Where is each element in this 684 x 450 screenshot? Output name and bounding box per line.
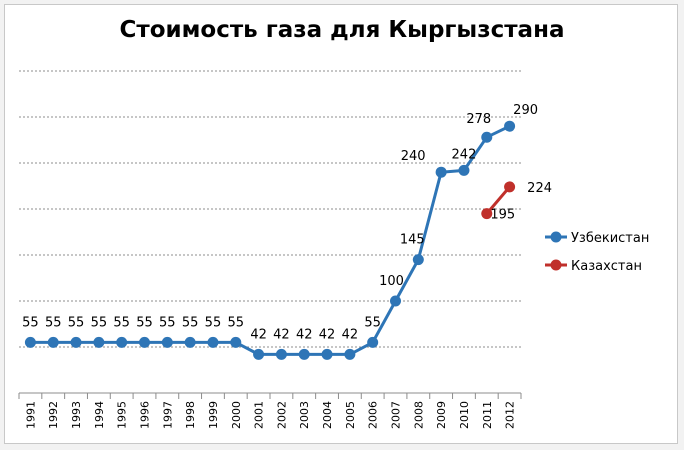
data-point xyxy=(412,254,424,266)
data-label: 55 xyxy=(136,315,153,330)
data-point xyxy=(24,336,36,348)
x-tick-label: 1991 xyxy=(24,401,37,429)
data-point xyxy=(390,295,401,307)
series-line xyxy=(30,124,511,356)
data-label: 100 xyxy=(379,274,404,289)
x-tick-label: 2004 xyxy=(321,401,334,429)
x-tick-label: 1992 xyxy=(47,401,60,429)
data-label: 55 xyxy=(159,315,176,330)
data-label: 242 xyxy=(452,147,477,162)
data-point xyxy=(161,336,173,348)
data-label: 55 xyxy=(182,315,199,330)
data-point xyxy=(298,348,310,360)
data-label: 55 xyxy=(364,315,381,330)
x-tick-label: 1999 xyxy=(207,401,220,429)
legend: Узбекистан Казахстан xyxy=(545,231,649,274)
data-point xyxy=(435,166,447,178)
x-tick-label: 2002 xyxy=(275,401,288,429)
x-tick-label: 1994 xyxy=(93,401,106,429)
data-point xyxy=(207,336,219,348)
x-tick-label: 2003 xyxy=(298,401,311,429)
data-label: 55 xyxy=(205,315,222,330)
legend-item: Узбекистан xyxy=(545,231,649,246)
data-label: 42 xyxy=(296,327,313,342)
chart-title: Стоимость газа для Кыргызстана xyxy=(119,17,565,43)
data-label: 278 xyxy=(466,112,491,127)
x-tick-label: 1993 xyxy=(70,401,83,429)
data-label: 55 xyxy=(45,315,62,330)
x-tick-label: 2001 xyxy=(253,401,266,429)
x-tick-label: 2009 xyxy=(435,401,448,429)
x-tick-label: 2008 xyxy=(412,401,425,429)
chart-frame: Стоимость газа для Кыргызстана 1991 1992 1… xyxy=(4,4,678,444)
data-label: 55 xyxy=(227,315,244,330)
legend-label: Казахстан xyxy=(571,259,642,274)
data-label: 290 xyxy=(513,103,538,118)
x-tick-label: 2007 xyxy=(390,401,403,429)
x-tick-label: 2011 xyxy=(481,401,494,429)
data-point xyxy=(481,208,493,220)
data-label: 42 xyxy=(342,327,359,342)
legend-swatch-marker xyxy=(550,231,562,243)
legend-label: Узбекистан xyxy=(571,231,649,246)
data-label: 42 xyxy=(273,327,290,342)
line-chart: 1991 1992 1993 1994 1995 1996 1997 1998 1999 2000… xyxy=(18,70,649,429)
x-tick-label: 1997 xyxy=(161,401,174,429)
data-label: 55 xyxy=(22,315,39,330)
data-point xyxy=(504,120,516,132)
data-label: 55 xyxy=(91,315,108,330)
legend-swatch-marker xyxy=(550,259,562,271)
data-point xyxy=(70,336,82,348)
data-label: 240 xyxy=(401,149,426,164)
x-tick-label: 2000 xyxy=(230,401,243,429)
series-0: 55 55 55 55 55 55 55 55 55 55 42 42 42 42 42 55 100 145 24… xyxy=(22,103,538,360)
data-point xyxy=(458,164,470,176)
data-point xyxy=(367,336,379,348)
data-point xyxy=(139,336,150,348)
x-tick-label: 1995 xyxy=(116,401,129,429)
x-axis xyxy=(18,392,522,399)
data-label: 42 xyxy=(250,327,267,342)
series-line xyxy=(485,185,511,215)
data-point xyxy=(275,348,287,360)
data-point xyxy=(481,131,493,143)
x-tick-label: 2005 xyxy=(344,401,357,429)
data-label: 145 xyxy=(400,233,425,248)
x-tick-label: 2006 xyxy=(367,401,380,429)
data-point xyxy=(47,336,59,348)
data-label: 55 xyxy=(113,315,130,330)
x-tick-label: 2010 xyxy=(458,401,471,429)
data-label: 42 xyxy=(319,327,336,342)
data-point xyxy=(184,336,196,348)
data-label: 195 xyxy=(490,208,515,223)
series-1: 195 224 xyxy=(481,181,552,223)
legend-item: Казахстан xyxy=(545,259,642,274)
data-point xyxy=(230,336,242,348)
data-point xyxy=(504,181,516,193)
x-tick-label: 1996 xyxy=(139,401,152,429)
x-tick-label: 2012 xyxy=(504,401,517,429)
data-point xyxy=(93,336,105,348)
x-tick-labels: 1991 1992 1993 1994 1995 1996 1997 1998 1999 2000… xyxy=(24,401,516,429)
series-group: 55 55 55 55 55 55 55 55 55 55 42 42 42 42 42 55 100 145 24… xyxy=(22,103,552,360)
x-tick-label: 1998 xyxy=(184,401,197,429)
data-point xyxy=(116,336,128,348)
gridlines xyxy=(19,70,521,348)
data-point xyxy=(344,348,356,360)
data-point xyxy=(253,348,265,360)
data-point xyxy=(321,348,333,360)
data-label: 224 xyxy=(527,181,552,196)
data-label: 55 xyxy=(68,315,85,330)
